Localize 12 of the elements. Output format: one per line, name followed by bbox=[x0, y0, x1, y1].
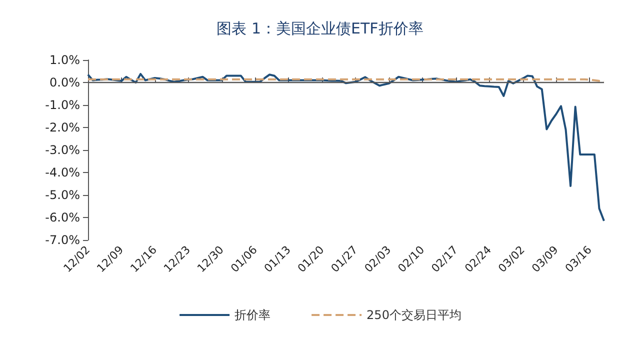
legend-label: 折价率 bbox=[234, 308, 271, 322]
y-tick-label: -2.0% bbox=[45, 120, 80, 134]
legend-label: 250个交易日平均 bbox=[366, 308, 462, 322]
y-tick-label: -3.0% bbox=[45, 143, 80, 157]
y-tick-label: -1.0% bbox=[45, 98, 80, 112]
y-tick-label: 0.0% bbox=[50, 76, 80, 90]
y-tick-label: 1.0% bbox=[50, 53, 80, 67]
y-tick-label: -6.0% bbox=[45, 210, 80, 224]
y-tick-label: -7.0% bbox=[45, 233, 80, 247]
y-tick-label: -4.0% bbox=[45, 166, 80, 180]
y-tick-label: -5.0% bbox=[45, 188, 80, 202]
chart-title: 图表 1：美国企业债ETF折价率 bbox=[216, 20, 424, 38]
